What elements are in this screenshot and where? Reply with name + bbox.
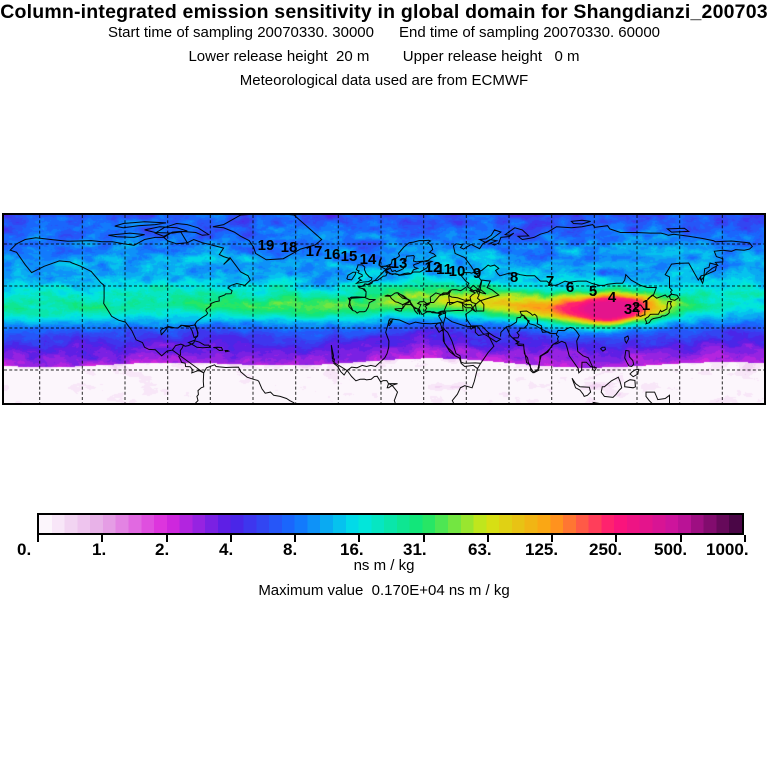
svg-text:16: 16 (324, 246, 341, 263)
svg-text:13: 13 (391, 255, 408, 272)
svg-text:6: 6 (566, 279, 574, 296)
svg-text:2: 2 (632, 299, 640, 316)
svg-text:19: 19 (258, 237, 275, 254)
svg-text:5: 5 (589, 283, 597, 300)
svg-text:15: 15 (341, 248, 358, 265)
svg-text:14: 14 (360, 251, 377, 268)
svg-text:17: 17 (306, 243, 323, 260)
svg-text:9: 9 (473, 265, 481, 282)
svg-text:1: 1 (642, 297, 650, 314)
svg-text:18: 18 (281, 239, 298, 256)
svg-text:10: 10 (449, 263, 466, 280)
svg-text:4: 4 (608, 289, 617, 306)
svg-text:7: 7 (546, 273, 554, 290)
svg-text:8: 8 (510, 269, 518, 286)
